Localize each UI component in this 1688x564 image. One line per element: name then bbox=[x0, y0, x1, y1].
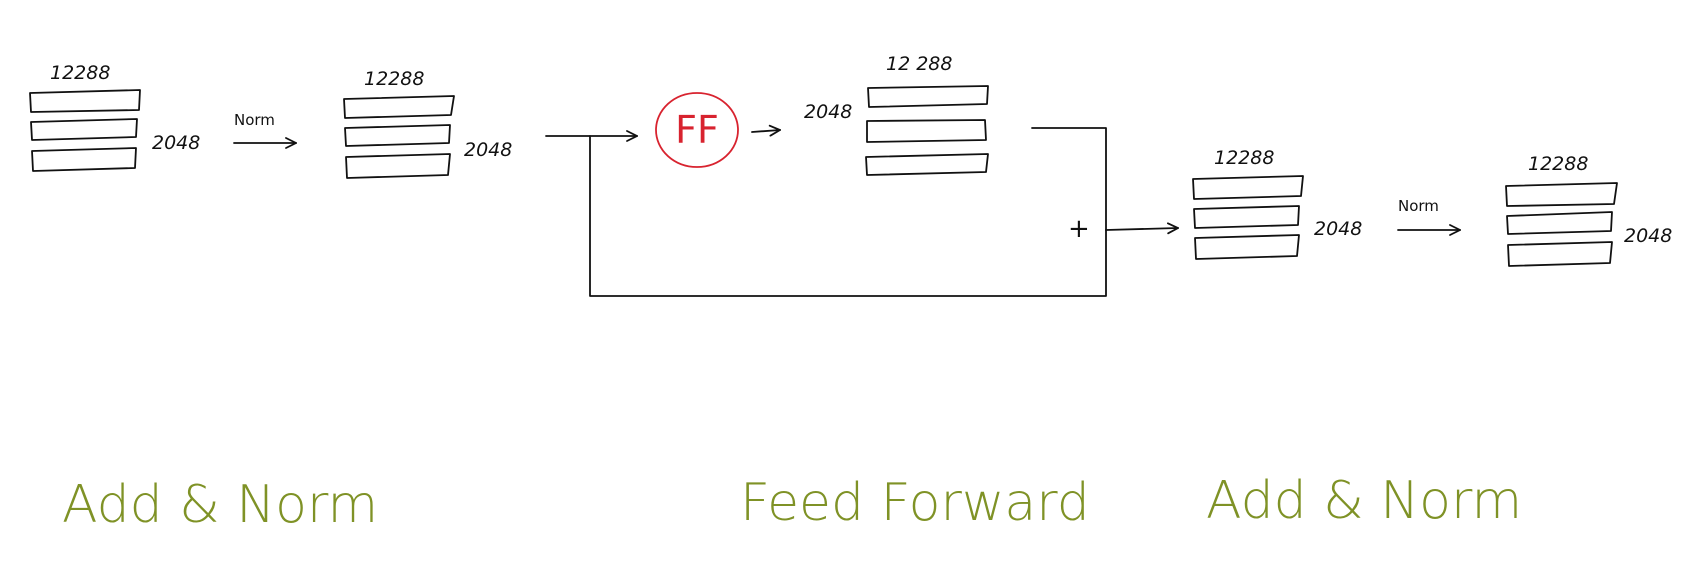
block-2-height-label: 2048 bbox=[464, 139, 512, 161]
block-1-row-1 bbox=[29, 89, 141, 113]
residual-connection: + bbox=[545, 127, 1178, 297]
block-1-width-label: 12288 bbox=[50, 62, 110, 84]
block-4-width-label: 12288 bbox=[1214, 147, 1274, 169]
section-label-add-norm-2: Add & Norm bbox=[1206, 471, 1522, 531]
ff-node-label: FF bbox=[675, 108, 719, 152]
add-plus-sign: + bbox=[1068, 214, 1090, 244]
block-3-width-label: 12 288 bbox=[886, 53, 952, 75]
block-3-row-2 bbox=[866, 119, 987, 143]
ff-node-circle bbox=[655, 92, 739, 168]
section-label-feed-forward: Feed Forward bbox=[740, 473, 1090, 533]
block-4-height-label: 2048 bbox=[1314, 218, 1362, 240]
ff-output-line bbox=[1031, 127, 1107, 231]
block-1-row-3 bbox=[31, 147, 137, 172]
section-label-add-norm-1: Add & Norm bbox=[62, 475, 378, 535]
matrix-block-2: 12288 2048 bbox=[343, 68, 512, 179]
block-4-row-2 bbox=[1193, 205, 1300, 229]
block-4-row-3 bbox=[1194, 234, 1300, 260]
matrix-block-1: 12288 2048 bbox=[29, 62, 200, 172]
norm-arrow-2: Norm bbox=[1397, 197, 1460, 230]
block-5-height-label: 2048 bbox=[1624, 225, 1672, 247]
ff-node: FF bbox=[655, 92, 739, 168]
norm-arrow-2-label: Norm bbox=[1398, 197, 1439, 215]
block-5-row-1 bbox=[1505, 182, 1618, 207]
block-5-width-label: 12288 bbox=[1528, 153, 1588, 175]
block-2-row-3 bbox=[345, 153, 451, 179]
block-3-row-3 bbox=[865, 153, 989, 176]
norm-arrow-1-label: Norm bbox=[234, 111, 275, 129]
block-5-row-2 bbox=[1506, 211, 1613, 235]
block-2-row-1 bbox=[343, 95, 455, 119]
matrix-block-5: 12288 2048 bbox=[1505, 153, 1672, 267]
block-4-row-1 bbox=[1192, 175, 1304, 200]
skip-connection-line bbox=[589, 135, 1107, 297]
block-3-height-label: 2048 bbox=[804, 101, 852, 123]
block-5-row-3 bbox=[1507, 241, 1613, 267]
block-2-width-label: 12288 bbox=[364, 68, 424, 90]
block-1-height-label: 2048 bbox=[152, 132, 200, 154]
block-3-row-1 bbox=[867, 85, 989, 108]
matrix-block-3: 12 288 2048 bbox=[804, 53, 989, 176]
block-1-row-2 bbox=[30, 118, 138, 141]
matrix-block-4: 12288 2048 bbox=[1192, 147, 1362, 260]
block-2-row-2 bbox=[344, 124, 451, 147]
norm-arrow-1: Norm bbox=[233, 111, 296, 143]
ff-to-block-3-arrow bbox=[751, 130, 780, 132]
sum-to-block-4-arrow bbox=[1105, 228, 1178, 230]
